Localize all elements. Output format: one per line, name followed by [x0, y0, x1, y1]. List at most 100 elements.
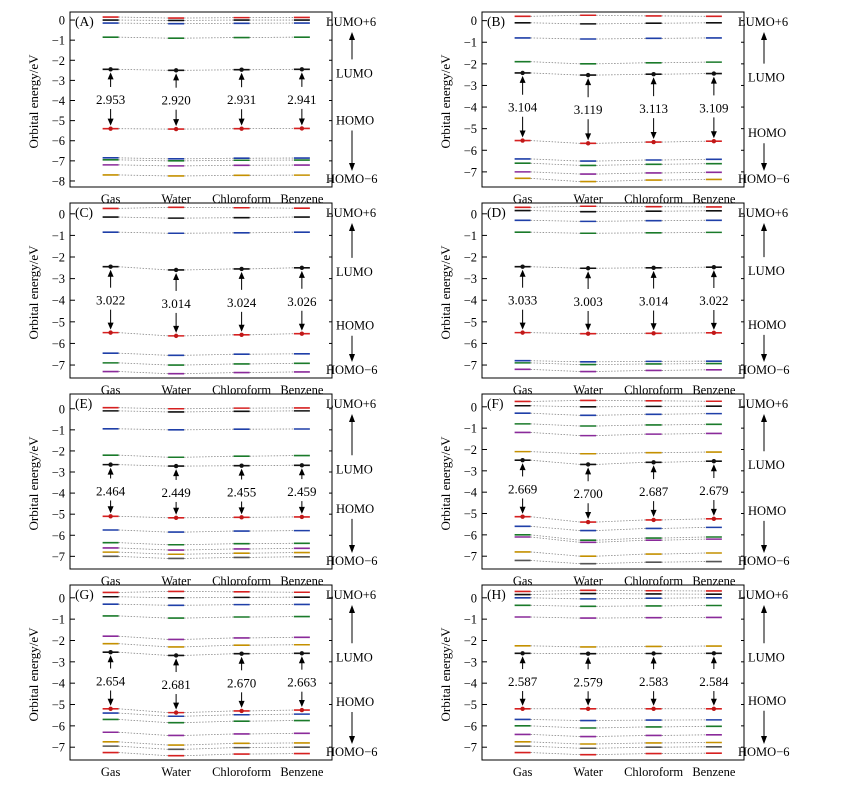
lumo-point [711, 459, 717, 464]
lumo-plus-6-label: LUMO+6 [326, 15, 376, 29]
gap-arrowhead-up [710, 270, 717, 278]
gap-arrowhead-up [238, 72, 245, 80]
y-tick-label: −2 [464, 634, 477, 648]
gap-arrowhead-down [650, 132, 657, 140]
lumo-point [299, 265, 305, 271]
y-tick-label: −6 [52, 719, 65, 733]
y-tick-label: 0 [59, 207, 65, 221]
y-tick-label: −5 [52, 315, 65, 329]
level-connector [530, 745, 706, 749]
y-tick-label: −6 [464, 528, 477, 542]
gap-value-label: 3.033 [508, 293, 537, 308]
y-tick-label: −1 [52, 34, 65, 48]
panel-label: (F) [487, 396, 504, 411]
gap-arrowhead-down [298, 700, 305, 708]
level-connector [530, 158, 706, 162]
homo-point [711, 706, 717, 711]
y-tick-label: −5 [52, 508, 65, 522]
plot-frame [69, 393, 333, 570]
chart-panel-h: 0 −1 −2 −3 −4 −5 −6 −7 Orbital energy/eV (H) Gas Wa… [438, 584, 790, 779]
x-category-label: Gas [101, 192, 121, 206]
level-connector [530, 14, 706, 17]
chart-panel-e: 0 −1 −2 −3 −4 −5 −6 −7 Orbital energy/eV (E) Gas Wa… [26, 393, 378, 588]
gap-arrowhead-up [585, 467, 592, 475]
x-category-label: Water [573, 574, 603, 588]
lumo-point [108, 462, 113, 467]
x-category-label: Benzene [692, 765, 735, 779]
gap-arrowhead-up [298, 72, 305, 80]
gap-arrowhead-up [107, 655, 114, 663]
x-category-label: Chloroform [624, 192, 683, 206]
gap-arrowhead-down [710, 131, 717, 139]
y-tick-label: −7 [52, 741, 65, 755]
chart-panel-f: 0 −1 −2 −3 −4 −5 −6 −7 Orbital energy/eV (F) Gas Wa… [438, 393, 790, 588]
lumo-point [299, 463, 305, 468]
level-connector [118, 719, 294, 724]
level-connector [118, 352, 294, 356]
level-connector [118, 454, 294, 458]
y-tick-label: −3 [464, 79, 477, 93]
level-connector [530, 525, 706, 531]
lumo-point [651, 265, 656, 271]
lumo-point [520, 457, 525, 463]
gap-arrowhead-down [238, 118, 245, 126]
gap-arrowhead-down [585, 512, 592, 520]
level-connector [118, 635, 294, 640]
gap-arrowhead-up [107, 72, 114, 80]
gap-value-label: 2.681 [161, 677, 190, 692]
y-tick-label: −7 [52, 359, 65, 373]
gap-value-label: 2.700 [573, 486, 602, 501]
plot-frame [481, 393, 745, 570]
x-category-label: Water [573, 765, 603, 779]
gap-value-label: 3.119 [574, 102, 603, 117]
gap-arrowhead-down [519, 322, 526, 330]
homo-point [299, 514, 305, 520]
y-tick-label: −7 [464, 359, 477, 373]
level-connector [530, 412, 706, 416]
y-tick-label: −3 [464, 272, 477, 286]
y-tick-label: 0 [59, 402, 65, 416]
gap-arrowhead-up [173, 469, 180, 477]
gap-value-label: 3.109 [699, 100, 728, 115]
level-connector [530, 360, 706, 363]
lumo-plus-6-label: LUMO+6 [738, 397, 788, 411]
level-connector [530, 231, 706, 234]
level-connector [530, 362, 706, 366]
gap-value-label: 2.663 [287, 675, 316, 690]
homo-point [239, 332, 244, 337]
unoccupied-arrowhead [349, 605, 355, 613]
homo-minus-6-label: HOMO−6 [326, 172, 378, 186]
plot-frame [69, 584, 333, 761]
homo-minus-6-label: HOMO−6 [326, 554, 378, 568]
level-connector [530, 177, 706, 182]
panel-label: (D) [487, 205, 506, 220]
gap-arrowhead-up [585, 271, 592, 279]
x-category-label: Benzene [280, 383, 323, 397]
gap-arrowhead-down [173, 507, 180, 515]
lumo-point [585, 462, 591, 467]
gap-value-label: 2.464 [96, 483, 126, 498]
lumo-label: LUMO [336, 265, 373, 279]
gap-value-label: 2.587 [508, 674, 538, 689]
y-tick-label: 0 [59, 14, 65, 28]
y-tick-label: −2 [464, 443, 477, 457]
y-axis-label: Orbital energy/eV [26, 627, 41, 722]
lumo-point [585, 651, 591, 656]
y-tick-label: −7 [464, 550, 477, 564]
x-category-label: Benzene [692, 574, 735, 588]
level-connector [118, 752, 294, 757]
homo-point [520, 514, 525, 519]
homo-point [585, 706, 591, 711]
y-tick-label: −4 [52, 294, 66, 308]
level-connector [118, 741, 294, 746]
level-connector [530, 752, 706, 756]
occupied-arrowhead [349, 354, 355, 362]
y-tick-label: −7 [464, 741, 477, 755]
lumo-point [108, 67, 113, 72]
y-tick-label: −1 [52, 229, 65, 243]
level-connector [530, 589, 706, 592]
y-tick-label: 0 [471, 207, 477, 221]
lumo-point [651, 651, 656, 656]
plot-frame [69, 202, 333, 379]
homo-point [711, 138, 717, 144]
